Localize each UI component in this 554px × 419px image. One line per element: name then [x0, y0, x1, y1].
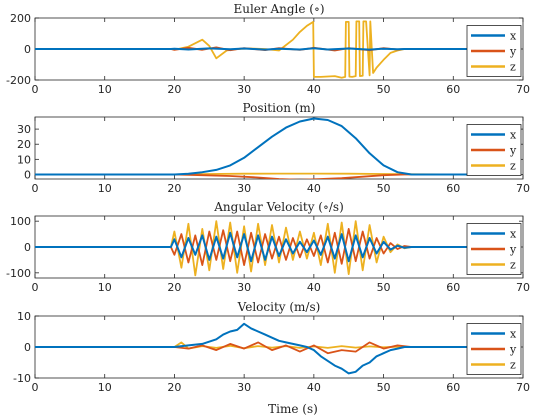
x-tick-label: 10: [98, 83, 112, 96]
legend-label-z: z: [510, 259, 516, 272]
series-line-x: [35, 322, 468, 375]
legend-label-y: y: [509, 144, 517, 157]
subplot-3: Angular Velocity (∘/s) 0 10 20 30 40 50 60 70 -10…: [6, 200, 530, 294]
legend-label-y: y: [509, 45, 517, 58]
x-tick-label: 30: [237, 83, 251, 96]
series-line-x: [35, 117, 468, 176]
x-tick-label: 30: [237, 381, 251, 394]
subplot-title: Angular Velocity (∘/s): [213, 200, 344, 214]
x-tick-label: 0: [32, 381, 39, 394]
y-tick-label: 20: [17, 138, 31, 151]
x-tick-label: 70: [516, 381, 530, 394]
subplot-1: Euler Angle (∘)0 10 20 30 40 50 60 70-2000200xy…: [6, 2, 530, 96]
xlabel-time: Time (s): [268, 402, 318, 416]
y-tick-label: 30: [17, 123, 31, 136]
x-tick-label: 50: [377, 381, 391, 394]
legend-label-x: x: [510, 228, 517, 241]
y-tick-label: 0: [24, 168, 31, 181]
x-tick-label: 10: [98, 281, 112, 294]
subplot-title: Euler Angle (∘): [233, 2, 324, 16]
series-line-z: [35, 220, 468, 277]
x-tick-label: 50: [377, 83, 391, 96]
legend-label-z: z: [510, 61, 516, 74]
x-tick-label: 50: [377, 182, 391, 195]
x-tick-label: 60: [446, 381, 460, 394]
series-line-y: [35, 341, 468, 355]
y-tick-label: 10: [17, 310, 31, 323]
x-tick-label: 40: [307, 281, 321, 294]
x-tick-label: 20: [167, 281, 181, 294]
x-tick-label: 20: [167, 83, 181, 96]
y-tick-label: -10: [13, 372, 31, 385]
x-tick-label: 40: [307, 182, 321, 195]
y-tick-label: 10: [17, 153, 31, 166]
x-tick-label: 40: [307, 83, 321, 96]
y-tick-label: 0: [24, 241, 31, 254]
legend-label-x: x: [510, 30, 517, 43]
y-tick-label: 0: [24, 341, 31, 354]
x-tick-label: 60: [446, 281, 460, 294]
x-tick-label: 30: [237, 281, 251, 294]
x-tick-label: 10: [98, 182, 112, 195]
y-tick-label: -100: [6, 267, 31, 280]
legend-label-y: y: [509, 343, 517, 356]
x-tick-label: 20: [167, 182, 181, 195]
x-tick-label: 50: [377, 281, 391, 294]
x-tick-label: 0: [32, 182, 39, 195]
series-line-y: [35, 227, 468, 267]
x-tick-label: 40: [307, 381, 321, 394]
x-tick-label: 0: [32, 281, 39, 294]
subplot-title: Position (m): [243, 101, 316, 115]
x-tick-label: 70: [516, 182, 530, 195]
plot-area: [34, 116, 524, 180]
legend-label-x: x: [510, 129, 517, 142]
x-tick-label: 0: [32, 83, 39, 96]
x-tick-label: 30: [237, 182, 251, 195]
subplot-title: Velocity (m/s): [237, 300, 321, 314]
series-line-y: [35, 173, 468, 179]
series-line-x: [35, 231, 468, 263]
x-tick-label: 10: [98, 381, 112, 394]
x-tick-label: 60: [446, 182, 460, 195]
x-tick-label: 60: [446, 83, 460, 96]
subplot-2: Position (m) 0 10 20 30 40 50 60 70 0 10 20 30 xyz: [17, 101, 530, 195]
y-tick-label: 200: [10, 12, 31, 25]
legend-label-x: x: [510, 328, 517, 341]
series-line-x: [35, 47, 468, 51]
x-tick-label: 70: [516, 281, 530, 294]
y-tick-label: 100: [10, 215, 31, 228]
legend-label-z: z: [510, 359, 516, 372]
y-tick-label: -200: [6, 74, 31, 87]
x-tick-label: 70: [516, 83, 530, 96]
y-tick-label: 0: [24, 43, 31, 56]
x-tick-label: 20: [167, 381, 181, 394]
legend-label-y: y: [509, 243, 517, 256]
legend-label-z: z: [510, 160, 516, 173]
